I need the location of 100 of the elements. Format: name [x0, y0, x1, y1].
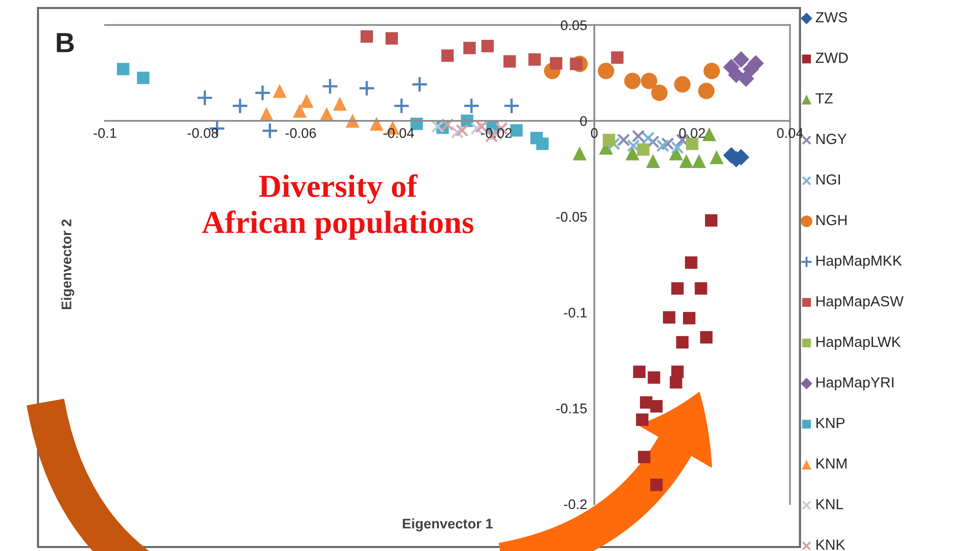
point: [656, 139, 670, 152]
legend-label: ZWD: [816, 52, 848, 63]
point: [676, 336, 689, 348]
point: [254, 84, 271, 102]
point: [642, 132, 655, 145]
legend-label: NGY: [816, 134, 847, 144]
point: [463, 97, 480, 114]
annotation: Diversity of African populations: [202, 174, 474, 240]
legend-label: TZ: [816, 93, 833, 104]
point: [670, 141, 684, 154]
legend-label: HapMapYRI: [816, 377, 894, 390]
point: [694, 282, 708, 295]
point: [503, 97, 520, 114]
legend-label: ZWS: [816, 12, 848, 22]
point: [671, 282, 684, 295]
point: [456, 124, 469, 137]
point: [550, 57, 562, 70]
legend-label: HapMapMKK: [816, 256, 902, 269]
x-tick-label: 0: [590, 128, 598, 138]
point: [674, 76, 691, 93]
point: [536, 138, 549, 150]
point: [640, 72, 658, 90]
y-axis-title: Eigenvector 2: [61, 220, 74, 310]
point: [463, 42, 476, 54]
point: [386, 32, 398, 45]
point: [196, 89, 214, 106]
point: [272, 84, 287, 98]
point: [679, 154, 694, 168]
legend-label: KNP: [816, 418, 845, 428]
point: [626, 139, 640, 152]
point: [646, 154, 660, 168]
point: [503, 55, 516, 68]
y-tick-label: -0.05: [556, 212, 587, 222]
point: [607, 137, 620, 150]
point: [481, 40, 494, 52]
point: [332, 96, 347, 111]
point: [728, 66, 744, 84]
x-tick-label: 0.02: [679, 128, 705, 138]
point: [232, 97, 248, 114]
point: [292, 104, 307, 118]
legend-label: HapMapASW: [816, 296, 904, 310]
x-tick-label: -0.06: [286, 128, 316, 138]
point: [510, 124, 523, 137]
point: [116, 62, 130, 76]
point: [393, 97, 410, 114]
point: [528, 53, 541, 66]
point: [650, 478, 663, 492]
point: [633, 366, 646, 378]
point: [632, 130, 645, 143]
text: B: [56, 33, 74, 52]
x-tick-label: -0.04: [383, 128, 414, 138]
point: [411, 76, 428, 93]
legend-label: KNM: [816, 458, 847, 469]
point: [617, 133, 630, 146]
point: [358, 80, 376, 97]
point: [441, 49, 454, 62]
x-axis-title: Eigenvector 1: [402, 518, 493, 532]
legend-label: HapMapLWK: [816, 336, 901, 350]
point: [300, 94, 314, 108]
y-tick-label: -0.2: [564, 499, 587, 510]
point: [661, 137, 674, 150]
point: [611, 51, 624, 64]
point: [441, 118, 454, 132]
point: [637, 143, 650, 156]
point: [698, 82, 715, 100]
point: [360, 30, 373, 43]
point: [686, 138, 698, 150]
point: [710, 150, 724, 164]
point: [370, 116, 384, 131]
point: [650, 400, 663, 412]
point: [703, 62, 720, 80]
point: [450, 126, 464, 139]
point: [651, 84, 668, 102]
y-tick-label: 0: [580, 116, 587, 126]
point: [638, 450, 650, 464]
point: [261, 122, 278, 140]
point: [322, 78, 338, 95]
point: [662, 311, 676, 324]
y-tick-label: -0.15: [556, 404, 587, 414]
x-tick-label: -0.1: [94, 128, 116, 138]
legend-label: NGH: [816, 214, 847, 226]
legend-label: NGI: [816, 174, 840, 185]
point: [626, 146, 640, 160]
point: [732, 51, 750, 68]
point: [636, 413, 648, 426]
point: [648, 371, 660, 384]
point: [431, 120, 444, 134]
point: [692, 154, 706, 168]
point: [602, 134, 616, 146]
point: [646, 135, 660, 148]
point: [670, 376, 682, 389]
legend-label: KNL: [816, 499, 844, 510]
point: [136, 72, 150, 84]
point: [572, 146, 587, 160]
point: [624, 72, 641, 90]
point: [598, 62, 614, 80]
point: [700, 331, 713, 344]
point: [684, 256, 698, 269]
point: [682, 312, 696, 324]
point: [705, 214, 718, 227]
